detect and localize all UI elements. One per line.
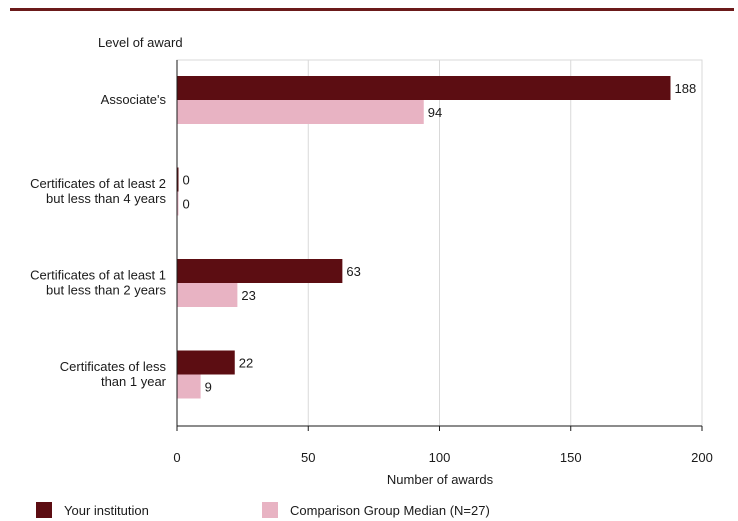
bar-comparison-certificates-of-at-least-1 [177, 283, 238, 307]
data-labels: 188 94 0 0 63 23 22 9 [183, 81, 697, 395]
data-label-comparison-certificates-of-at-least-2: 0 [183, 197, 190, 212]
data-label-comparison-certificates-of-at-least-1: 23 [241, 288, 255, 303]
x-tick-label: 100 [429, 450, 451, 465]
category-label-certificates-of-at-least-1: Certificates of at least 1 but less than … [30, 268, 166, 298]
legend-swatch-comparison [262, 502, 278, 518]
x-axis-title: Number of awards [387, 472, 494, 487]
bar-your-institution-certificates-of-at-least-1 [177, 259, 343, 283]
category-label-line: but less than 4 years [46, 191, 166, 206]
x-tick-label: 200 [691, 450, 713, 465]
x-tick-label: 50 [301, 450, 315, 465]
x-tick-label: 0 [173, 450, 180, 465]
bar-your-institution-associate-s [177, 76, 671, 100]
category-label-line: Associate's [101, 92, 167, 107]
bars [177, 76, 671, 399]
category-label-associate-s: Associate's [101, 92, 167, 107]
legend-label-comparison: Comparison Group Median (N=27) [290, 503, 490, 518]
legend-swatch-your-institution [36, 502, 52, 518]
x-tick-labels: 0 50 100 150 200 [173, 426, 713, 465]
data-label-comparison-associate-s: 94 [428, 105, 442, 120]
data-label-comparison-certificates-of-less: 9 [205, 380, 212, 395]
top-rule [10, 8, 734, 11]
category-label-line: Certificates of less [60, 359, 167, 374]
data-label-your-institution-certificates-of-at-least-1: 63 [346, 264, 360, 279]
bar-comparison-certificates-of-less [177, 374, 201, 399]
x-tick-label: 150 [560, 450, 582, 465]
data-label-your-institution-certificates-of-at-least-2: 0 [183, 173, 190, 188]
legend: Your institution Comparison Group Median… [36, 502, 490, 518]
data-label-your-institution-certificates-of-less: 22 [239, 356, 253, 371]
category-label-line: than 1 year [101, 374, 167, 389]
bar-comparison-certificates-of-at-least-2 [177, 191, 179, 216]
category-label-certificates-of-less: Certificates of less than 1 year [60, 359, 167, 389]
bar-your-institution-certificates-of-less [177, 350, 235, 375]
data-label-your-institution-associate-s: 188 [675, 81, 697, 96]
category-label-line: but less than 2 years [46, 283, 166, 298]
category-label-line: Certificates of at least 1 [30, 268, 166, 283]
category-label-line: Certificates of at least 2 [30, 176, 166, 191]
category-label-certificates-of-at-least-2: Certificates of at least 2 but less than … [30, 176, 166, 206]
bar-your-institution-certificates-of-at-least-2 [177, 167, 179, 192]
legend-label-your-institution: Your institution [64, 503, 149, 518]
bar-comparison-associate-s [177, 100, 424, 124]
y-axis-title: Level of award [98, 35, 183, 50]
